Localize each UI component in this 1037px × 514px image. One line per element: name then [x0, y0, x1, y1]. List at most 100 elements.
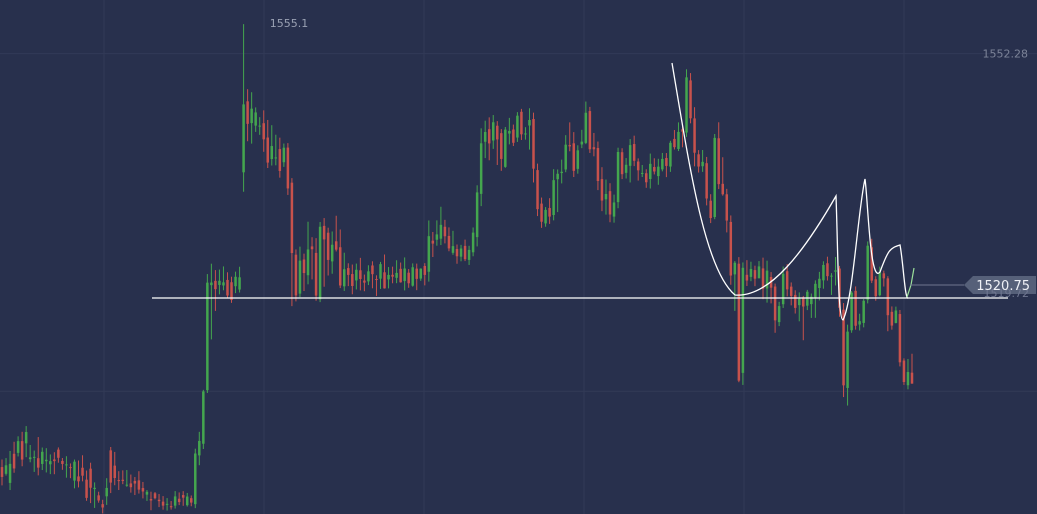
candle — [600, 167, 604, 212]
candle — [254, 107, 257, 132]
candle-body — [894, 310, 898, 323]
candle-body — [632, 144, 636, 161]
candle — [274, 134, 278, 166]
current-price-tag[interactable] — [964, 276, 1036, 294]
candle-body — [53, 459, 56, 462]
candle-body — [463, 245, 467, 260]
candle-body — [737, 263, 741, 381]
candle-body — [73, 461, 76, 481]
candle-body — [471, 232, 475, 253]
candle-body — [367, 271, 370, 282]
candle — [483, 120, 487, 159]
candle-body — [93, 487, 96, 490]
candle-body — [77, 476, 80, 482]
candle — [669, 140, 672, 172]
candle-body — [270, 146, 274, 160]
candle — [447, 227, 451, 252]
candle-body — [290, 182, 294, 254]
candle-body — [830, 275, 833, 277]
candle-body — [439, 224, 443, 239]
candle-body — [850, 292, 853, 331]
candle-body — [258, 125, 261, 127]
candle — [729, 215, 733, 285]
candle-body — [564, 144, 567, 170]
candle — [165, 498, 169, 511]
candle — [12, 441, 16, 473]
candle-body — [173, 496, 177, 506]
candle-body — [24, 432, 28, 444]
candle — [814, 280, 817, 318]
candle-body — [713, 137, 716, 218]
candle-body — [560, 171, 563, 174]
candle-body — [222, 282, 225, 286]
candle — [45, 448, 48, 473]
candle — [161, 496, 165, 510]
candle — [355, 263, 358, 290]
candle — [218, 269, 221, 295]
candle — [810, 293, 813, 318]
candle-body — [733, 262, 737, 275]
candle — [20, 431, 24, 467]
candle — [584, 101, 588, 145]
candle — [520, 108, 523, 140]
candle-body — [57, 449, 60, 458]
candle-body — [49, 461, 52, 465]
candle — [508, 117, 511, 145]
candle-body — [206, 282, 209, 391]
candle — [129, 474, 133, 493]
candle — [806, 289, 809, 311]
pattern-drawing-curve[interactable] — [671, 62, 909, 321]
candle-body — [479, 143, 483, 194]
candle — [230, 276, 233, 303]
candle-body — [826, 263, 829, 277]
candle — [198, 431, 201, 466]
candle — [826, 256, 829, 281]
candle-body — [443, 226, 447, 237]
candle-body — [592, 147, 596, 150]
candle — [351, 264, 354, 295]
candle — [443, 219, 447, 244]
candle — [761, 257, 765, 300]
candle-body — [604, 193, 608, 200]
candle — [721, 157, 725, 196]
candle-body — [846, 331, 849, 388]
candle-body — [403, 268, 406, 282]
candle — [620, 148, 624, 180]
candle-body — [665, 157, 668, 166]
candle-body — [512, 129, 515, 143]
candle — [777, 301, 781, 327]
candle-body — [866, 245, 869, 300]
candle — [53, 452, 56, 475]
candle-body — [286, 147, 290, 189]
candle-body — [693, 118, 696, 153]
candle-body — [4, 465, 8, 474]
candle — [874, 276, 878, 301]
candle-body — [97, 495, 100, 501]
candle-body — [214, 280, 217, 290]
candle — [81, 455, 84, 482]
candle-body — [814, 283, 817, 298]
candle — [536, 163, 539, 217]
candle — [689, 73, 692, 124]
candle — [479, 128, 483, 207]
candle-body — [262, 123, 265, 140]
candle-body — [773, 286, 777, 321]
candle-body — [898, 314, 902, 363]
candle — [604, 179, 608, 215]
candle — [709, 194, 712, 224]
candle-body — [475, 192, 479, 238]
candle-body — [85, 479, 88, 498]
candle — [242, 24, 245, 192]
candle-body — [842, 309, 845, 386]
candle-body — [395, 272, 398, 278]
candle — [773, 283, 777, 333]
candle-body — [455, 249, 459, 257]
candle — [459, 244, 463, 262]
candle — [580, 129, 584, 149]
candle-body — [761, 268, 765, 289]
candle — [415, 263, 418, 291]
candle-body — [326, 232, 330, 260]
candle — [528, 108, 531, 150]
